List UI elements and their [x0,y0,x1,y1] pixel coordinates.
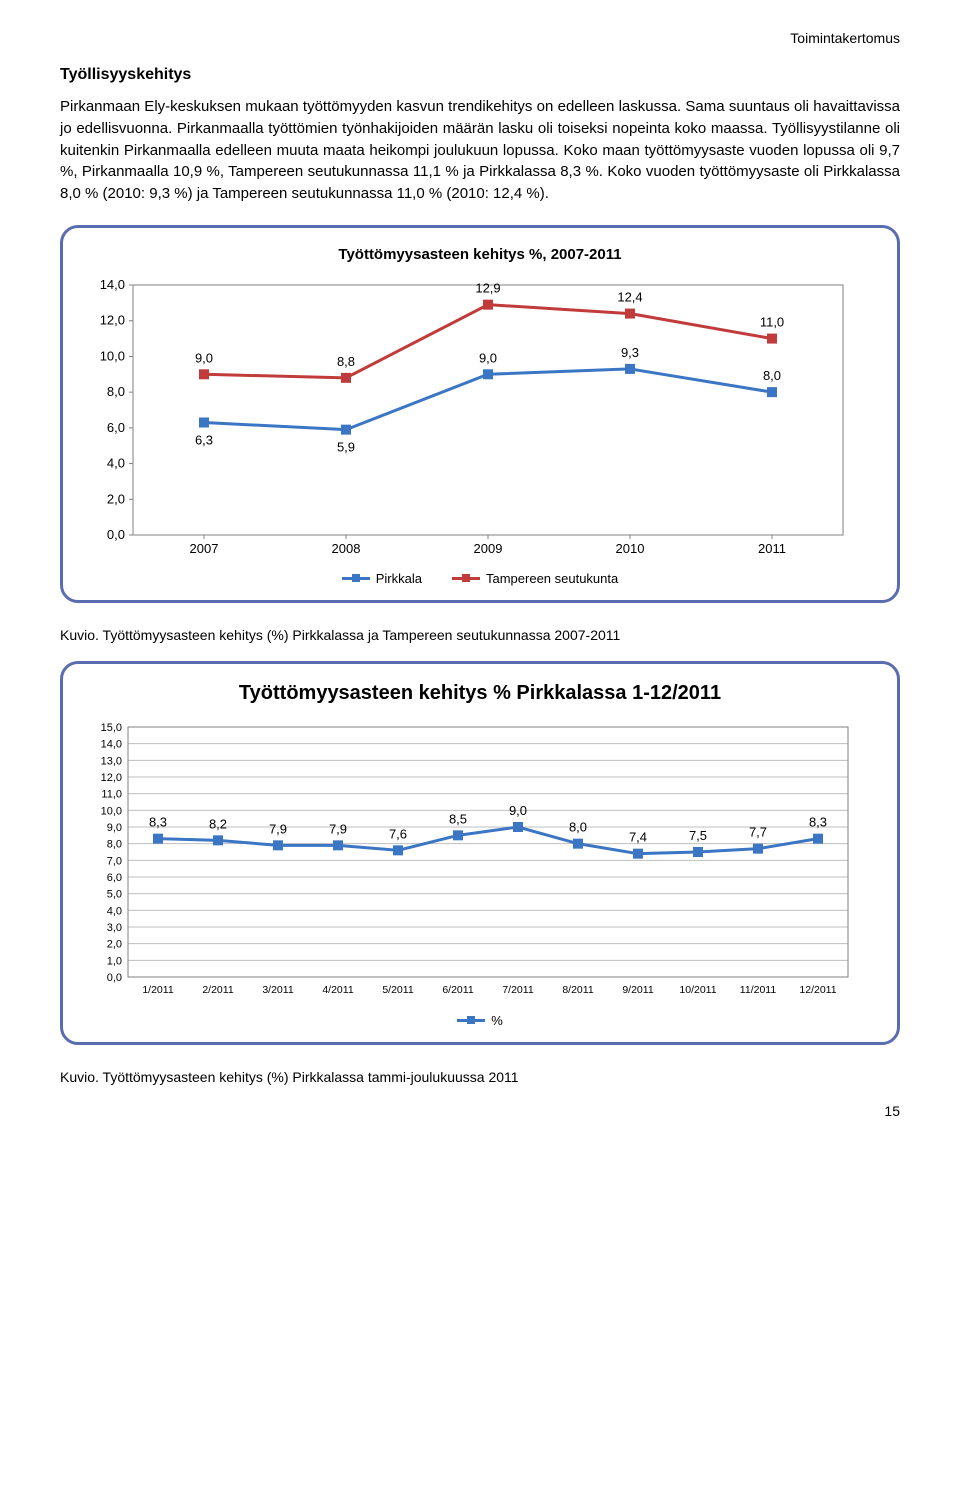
svg-text:2007: 2007 [190,541,219,556]
svg-text:7,7: 7,7 [749,824,767,839]
svg-text:11,0: 11,0 [101,788,122,800]
svg-text:3,0: 3,0 [107,922,122,934]
svg-text:7,9: 7,9 [269,821,287,836]
svg-text:12,4: 12,4 [617,289,642,304]
chart1-plot: 0,0 2,0 4,0 6,0 8,0 10,0 12,0 14,0 2007 2008 2009 2… [83,275,877,565]
svg-text:7,5: 7,5 [689,828,707,843]
svg-text:14,0: 14,0 [101,738,122,750]
svg-text:8,8: 8,8 [337,354,355,369]
svg-text:2,0: 2,0 [107,938,122,950]
chart1-container: Työttömyysasteen kehitys %, 2007-2011 0,… [60,225,900,603]
svg-text:2,0: 2,0 [107,491,125,506]
svg-text:8,2: 8,2 [209,816,227,831]
chart2-legend: % [83,1013,877,1028]
svg-text:8,0: 8,0 [763,368,781,383]
legend-pirkkala: Pirkkala [342,571,422,586]
svg-text:6,3: 6,3 [195,432,213,447]
chart1-title: Työttömyysasteen kehitys %, 2007-2011 [83,246,877,263]
svg-text:5,0: 5,0 [107,888,122,900]
svg-text:7,6: 7,6 [389,826,407,841]
chart1-caption: Kuvio. Työttömyysasteen kehitys (%) Pirk… [60,627,900,643]
svg-text:2011: 2011 [758,541,786,556]
svg-text:8,3: 8,3 [149,814,167,829]
svg-text:9,0: 9,0 [107,822,122,834]
svg-text:10,0: 10,0 [100,348,125,363]
svg-text:9/2011: 9/2011 [622,984,653,996]
svg-text:0,0: 0,0 [107,972,122,984]
svg-text:5,9: 5,9 [337,439,355,454]
svg-text:1/2011: 1/2011 [142,984,173,996]
svg-text:2009: 2009 [474,541,503,556]
svg-text:7,4: 7,4 [629,829,647,844]
svg-text:12,9: 12,9 [475,280,500,295]
svg-text:8,0: 8,0 [107,384,125,399]
svg-text:4/2011: 4/2011 [322,984,353,996]
svg-text:3/2011: 3/2011 [262,984,293,996]
body-paragraph: Pirkanmaan Ely-keskuksen mukaan työttömy… [60,96,900,205]
svg-text:9,3: 9,3 [621,345,639,360]
svg-text:11/2011: 11/2011 [740,984,777,996]
svg-text:6,0: 6,0 [107,420,125,435]
legend-label: Pirkkala [376,571,422,586]
svg-text:8,0: 8,0 [569,819,587,834]
svg-text:9,0: 9,0 [479,350,497,365]
svg-text:6,0: 6,0 [107,872,122,884]
svg-text:2010: 2010 [616,541,645,556]
svg-text:6/2011: 6/2011 [442,984,473,996]
svg-text:14,0: 14,0 [100,277,125,292]
chart2-svg: 0,0 1,0 2,0 3,0 4,0 5,0 6,0 7,0 8,0 9,0 10,0 11,0 12… [83,717,863,1007]
chart2-caption: Kuvio. Työttömyysasteen kehitys (%) Pirk… [60,1069,900,1085]
section-title: Työllisyyskehitys [60,66,900,84]
svg-text:12,0: 12,0 [100,312,125,327]
chart1-svg: 0,0 2,0 4,0 6,0 8,0 10,0 12,0 14,0 2007 2008 2009 2… [83,275,863,565]
svg-text:12/2011: 12/2011 [799,984,836,996]
svg-text:13,0: 13,0 [101,755,122,767]
svg-text:8,5: 8,5 [449,811,467,826]
svg-text:2008: 2008 [332,541,361,556]
legend-percent: % [457,1013,503,1028]
svg-text:8,3: 8,3 [809,814,827,829]
svg-text:9,0: 9,0 [195,350,213,365]
header-label: Toimintakertomus [60,30,900,46]
svg-text:11,0: 11,0 [760,314,784,329]
svg-text:10/2011: 10/2011 [679,984,716,996]
svg-text:12,0: 12,0 [101,772,122,784]
chart1-legend: Pirkkala Tampereen seutukunta [83,571,877,586]
svg-text:8,0: 8,0 [107,838,122,850]
svg-text:7,0: 7,0 [107,855,122,867]
legend-label: Tampereen seutukunta [486,571,618,586]
svg-text:1,0: 1,0 [107,955,122,967]
chart2-title: Työttömyysasteen kehitys % Pirkkalassa 1… [83,682,877,705]
chart2-container: Työttömyysasteen kehitys % Pirkkalassa 1… [60,661,900,1045]
svg-text:10,0: 10,0 [101,805,122,817]
svg-text:7/2011: 7/2011 [502,984,533,996]
page-number: 15 [60,1103,900,1119]
svg-text:2/2011: 2/2011 [202,984,233,996]
svg-text:5/2011: 5/2011 [382,984,413,996]
svg-text:0,0: 0,0 [107,527,125,542]
svg-text:8/2011: 8/2011 [562,984,593,996]
svg-text:9,0: 9,0 [509,803,527,818]
svg-text:4,0: 4,0 [107,455,125,470]
legend-tampere: Tampereen seutukunta [452,571,618,586]
svg-text:4,0: 4,0 [107,905,122,917]
svg-text:7,9: 7,9 [329,821,347,836]
chart2-plot: 0,0 1,0 2,0 3,0 4,0 5,0 6,0 7,0 8,0 9,0 10,0 11,0 12… [83,717,877,1007]
legend-label: % [491,1013,503,1028]
svg-text:15,0: 15,0 [101,722,122,734]
